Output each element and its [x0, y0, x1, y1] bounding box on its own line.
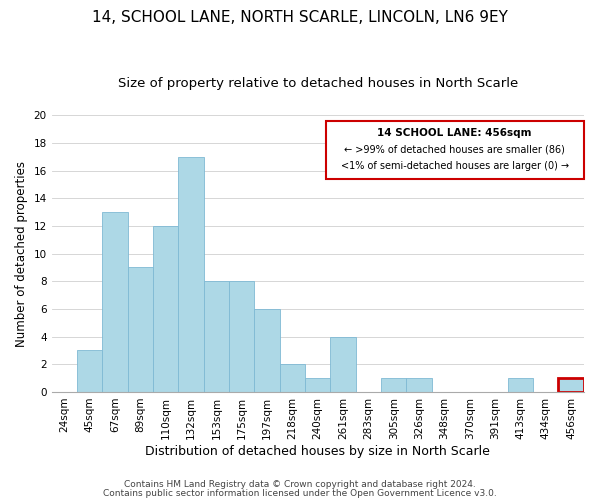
Text: 14, SCHOOL LANE, NORTH SCARLE, LINCOLN, LN6 9EY: 14, SCHOOL LANE, NORTH SCARLE, LINCOLN, …	[92, 10, 508, 25]
Bar	[559, 378, 584, 392]
Text: Contains public sector information licensed under the Open Government Licence v3: Contains public sector information licen…	[103, 488, 497, 498]
Bar	[203, 282, 229, 392]
X-axis label: Distribution of detached houses by size in North Scarle: Distribution of detached houses by size …	[145, 444, 490, 458]
Bar	[508, 378, 533, 392]
Bar	[280, 364, 305, 392]
Bar	[331, 336, 356, 392]
Text: Contains HM Land Registry data © Crown copyright and database right 2024.: Contains HM Land Registry data © Crown c…	[124, 480, 476, 489]
Bar	[381, 378, 406, 392]
Bar	[305, 378, 331, 392]
Bar	[77, 350, 103, 392]
Bar	[229, 282, 254, 392]
FancyBboxPatch shape	[326, 121, 584, 179]
Text: ← >99% of detached houses are smaller (86): ← >99% of detached houses are smaller (8…	[344, 144, 565, 154]
Text: 14 SCHOOL LANE: 456sqm: 14 SCHOOL LANE: 456sqm	[377, 128, 532, 138]
Y-axis label: Number of detached properties: Number of detached properties	[15, 160, 28, 346]
Bar	[254, 309, 280, 392]
Bar	[128, 268, 153, 392]
Title: Size of property relative to detached houses in North Scarle: Size of property relative to detached ho…	[118, 78, 518, 90]
Bar	[178, 157, 203, 392]
Bar	[153, 226, 178, 392]
Bar	[406, 378, 431, 392]
Bar	[103, 212, 128, 392]
Text: <1% of semi-detached houses are larger (0) →: <1% of semi-detached houses are larger (…	[341, 161, 569, 171]
